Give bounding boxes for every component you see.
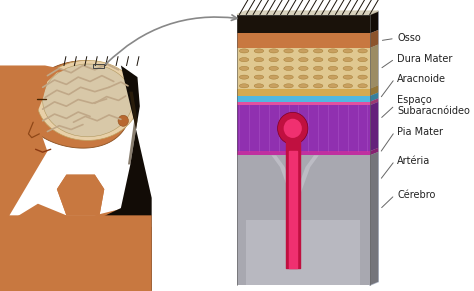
Ellipse shape [254, 58, 264, 62]
Polygon shape [370, 11, 378, 285]
Ellipse shape [328, 84, 337, 88]
Ellipse shape [118, 115, 128, 126]
Ellipse shape [358, 49, 367, 53]
Text: Dura Mater: Dura Mater [397, 54, 453, 64]
Polygon shape [57, 175, 104, 215]
Ellipse shape [358, 58, 367, 62]
Ellipse shape [269, 58, 279, 62]
Ellipse shape [254, 75, 264, 79]
Ellipse shape [299, 66, 308, 70]
Polygon shape [370, 148, 378, 155]
Text: Artéria: Artéria [397, 156, 430, 166]
Polygon shape [237, 11, 378, 15]
Ellipse shape [284, 66, 293, 70]
Ellipse shape [239, 49, 249, 53]
Ellipse shape [284, 58, 293, 62]
Ellipse shape [284, 49, 293, 53]
Polygon shape [370, 152, 378, 285]
Ellipse shape [328, 49, 337, 53]
Bar [237, 89, 370, 96]
Ellipse shape [284, 75, 293, 79]
Ellipse shape [313, 49, 323, 53]
Polygon shape [370, 102, 378, 151]
Polygon shape [57, 175, 104, 215]
Bar [237, 151, 370, 155]
Text: Osso: Osso [397, 33, 421, 43]
Ellipse shape [269, 75, 279, 79]
Text: Cérebro: Cérebro [397, 190, 436, 200]
Ellipse shape [343, 84, 353, 88]
Polygon shape [370, 85, 378, 96]
Ellipse shape [239, 58, 249, 62]
Ellipse shape [358, 75, 367, 79]
Polygon shape [272, 155, 319, 202]
Ellipse shape [299, 84, 308, 88]
Ellipse shape [343, 58, 353, 62]
Ellipse shape [283, 119, 302, 138]
Bar [246, 220, 360, 285]
Bar [237, 155, 370, 285]
Polygon shape [370, 45, 378, 89]
Ellipse shape [328, 75, 337, 79]
Bar [237, 102, 370, 105]
Ellipse shape [239, 84, 249, 88]
Ellipse shape [343, 49, 353, 53]
Ellipse shape [313, 58, 323, 62]
Ellipse shape [343, 75, 353, 79]
Polygon shape [78, 65, 152, 291]
Text: Espaço
Subaracnóideo: Espaço Subaracnóideo [397, 95, 470, 116]
Ellipse shape [313, 75, 323, 79]
Ellipse shape [284, 84, 293, 88]
Ellipse shape [43, 64, 133, 137]
Ellipse shape [254, 84, 264, 88]
Bar [237, 105, 370, 151]
Polygon shape [370, 11, 378, 33]
Text: Pia Mater: Pia Mater [397, 127, 443, 136]
Polygon shape [0, 65, 152, 291]
Bar [237, 96, 370, 102]
Ellipse shape [269, 84, 279, 88]
Bar [237, 33, 370, 48]
Ellipse shape [278, 112, 308, 144]
Polygon shape [370, 30, 378, 48]
Ellipse shape [328, 58, 337, 62]
Polygon shape [370, 93, 378, 102]
Ellipse shape [269, 66, 279, 70]
Ellipse shape [239, 66, 249, 70]
Bar [93, 64, 104, 68]
Ellipse shape [269, 49, 279, 53]
Ellipse shape [299, 49, 308, 53]
Ellipse shape [313, 66, 323, 70]
Polygon shape [22, 61, 131, 148]
Ellipse shape [254, 49, 264, 53]
Polygon shape [128, 92, 137, 164]
Ellipse shape [239, 75, 249, 79]
Ellipse shape [343, 66, 353, 70]
Ellipse shape [299, 75, 308, 79]
Ellipse shape [313, 84, 323, 88]
Bar [237, 48, 370, 89]
Ellipse shape [358, 66, 367, 70]
Polygon shape [370, 98, 378, 105]
Polygon shape [0, 204, 152, 291]
Text: Aracnoide: Aracnoide [397, 74, 446, 84]
Ellipse shape [299, 58, 308, 62]
Bar [237, 15, 370, 33]
Ellipse shape [36, 60, 138, 140]
Ellipse shape [358, 84, 367, 88]
Ellipse shape [254, 66, 264, 70]
Ellipse shape [328, 66, 337, 70]
